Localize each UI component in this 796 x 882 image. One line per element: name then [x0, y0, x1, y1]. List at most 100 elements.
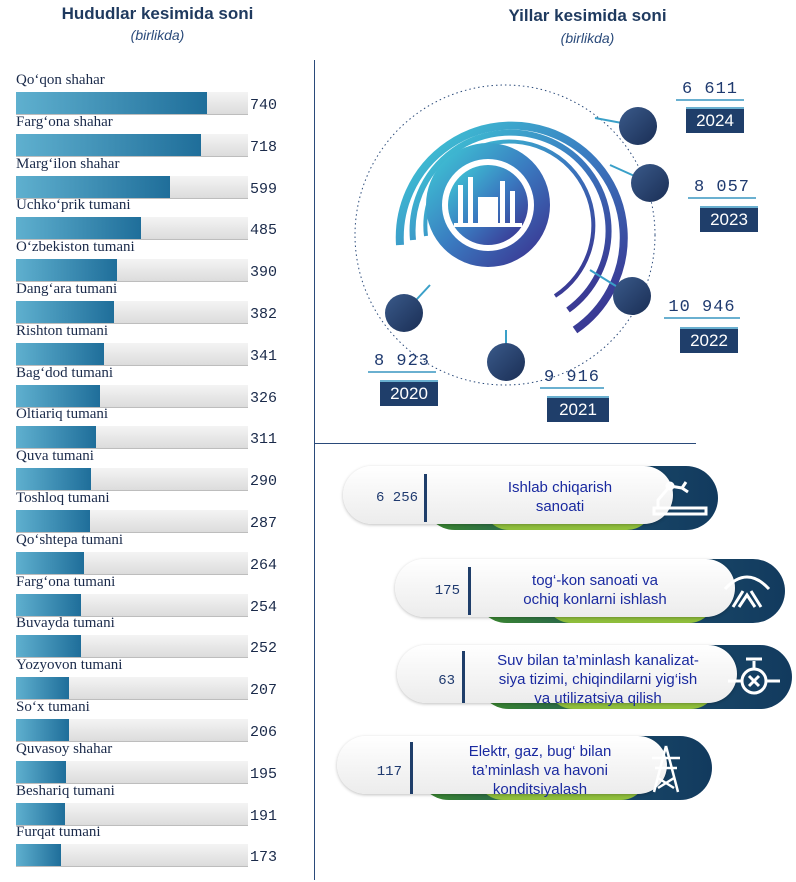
bar-category-label: Toshloq tumani	[16, 490, 110, 506]
bar-value-label: 252	[250, 640, 278, 658]
bar-category-label: Oltiariq tumani	[16, 406, 109, 423]
bar-track	[16, 342, 248, 366]
year-marker-2024	[619, 107, 657, 145]
sector-item: 117 Elektr, gaz, bug‘ bilan ta’minlash va …	[337, 736, 712, 800]
bar	[16, 593, 82, 616]
sector-label-line: Suv bilan ta’minlash kanalizat-	[497, 652, 699, 669]
bar-row: So‘x tumani 206	[0, 699, 300, 742]
year-value-label: 6 611	[676, 80, 744, 101]
water-valve-icon	[726, 653, 782, 706]
bar	[16, 384, 101, 407]
sector-label-line: Ishlab chiqarish	[507, 479, 613, 496]
orbit-circle	[354, 84, 656, 386]
sector-label: tog‘-kon sanoati va ochiq konlarni ishlas…	[470, 571, 720, 609]
bar-category-label: Farg‘ona shahar	[16, 113, 113, 130]
sector-label-line: ta’minlash va havoni	[472, 762, 608, 779]
sector-separator	[468, 567, 471, 615]
bar-row: Buvayda tumani 252	[0, 615, 300, 659]
bar-track	[16, 175, 248, 199]
bar-category-label: Furqat tumani	[16, 824, 101, 841]
bar-row: Quvasoy shahar 195	[0, 740, 300, 784]
bar-category-label: Quvasoy shahar	[16, 740, 113, 757]
bar-row: Farg‘ona shahar 718	[0, 113, 300, 157]
sector-value: 175	[434, 583, 460, 599]
year-label: 2023	[700, 206, 758, 232]
bar	[16, 342, 104, 365]
bar-value-label: 207	[250, 682, 278, 700]
years-chart-title: Yillar kesimida soni	[508, 6, 667, 25]
bar-value-label: 254	[250, 598, 278, 616]
bar-value-label: 290	[250, 473, 278, 491]
bar-row: Oltiariq tumani 311	[0, 406, 300, 450]
sector-item: 6 256 Ishlab chiqarish sanoati	[343, 466, 718, 530]
bar-category-label: Qo‘qon shahar	[16, 72, 105, 88]
bar	[16, 802, 66, 825]
year-label: 2024	[686, 107, 744, 133]
bar-value-label: 264	[250, 556, 278, 574]
bar-category-label: Rishton tumani	[16, 322, 109, 339]
bar-row: Beshariq tumani 191	[0, 783, 300, 826]
bar-category-label: Bag‘dod tumani	[16, 364, 114, 381]
sector-item: 175 tog‘-kon sanoati va ochiq konlarni ish…	[395, 559, 785, 623]
bar-track	[16, 217, 248, 241]
bar-track	[16, 92, 248, 115]
bar-value-label: 382	[250, 306, 278, 323]
bar-track	[16, 760, 248, 784]
bar-track	[16, 133, 248, 157]
sector-pill-card	[343, 466, 673, 524]
bar-track	[16, 844, 248, 868]
bar-category-label: Uchko‘prik tumani	[16, 197, 131, 214]
bar-value-label: 485	[250, 222, 278, 240]
year-label: 2021	[547, 396, 609, 422]
sector-separator	[410, 742, 413, 794]
bar	[16, 677, 70, 700]
bar-row: Yozyovon tumani 207	[0, 657, 300, 701]
bar-track	[16, 301, 248, 324]
year-label: 2022	[680, 327, 738, 353]
sector-label-line: sanoati	[535, 498, 585, 515]
bar	[16, 510, 90, 532]
bar-value-label: 195	[250, 765, 278, 783]
bar	[16, 217, 142, 240]
bar	[16, 719, 70, 741]
bar-category-label: Buvayda tumani	[16, 615, 115, 632]
year-label: 2020	[380, 380, 438, 406]
sector-label: Suv bilan ta’minlash kanalizat-siya tizi…	[460, 651, 736, 708]
regions-chart-title: Hududlar kesimida soni	[61, 4, 254, 23]
year-marker-2022	[613, 277, 651, 315]
bar-track	[16, 259, 248, 283]
bar	[16, 760, 67, 783]
bar	[16, 175, 171, 198]
bar-value-label: 191	[250, 807, 278, 825]
bar	[16, 92, 207, 114]
year-marker-2020	[385, 294, 423, 332]
outer-arc	[395, 121, 628, 334]
sector-label-line: Elektr, gaz, bug‘ bilan	[468, 743, 612, 760]
bar-track	[16, 468, 248, 492]
sector-pill-card	[397, 645, 737, 703]
bar-row: Rishton tumani 341	[0, 322, 300, 366]
middle-arc	[409, 129, 612, 313]
year-marker-2021	[487, 343, 525, 381]
bar-value-label: 173	[250, 849, 278, 867]
years-chart-subtitle: (birlikda)	[560, 30, 615, 46]
bar	[16, 301, 115, 323]
bar	[16, 844, 61, 867]
sector-separator	[424, 474, 427, 522]
bar-category-label: Dang‘ara tumani	[16, 281, 118, 297]
power-tower-icon	[646, 744, 686, 799]
bar-row: Bag‘dod tumani 326	[0, 364, 300, 408]
bar-track	[16, 635, 248, 659]
sector-label-line: konditsiyalash	[492, 781, 588, 798]
bar	[16, 635, 81, 658]
sector-pill-card	[337, 736, 667, 794]
bar-row: Qo‘shtepa tumani 264	[0, 531, 300, 575]
sector-value: 6 256	[375, 490, 418, 506]
sector-label-line: tog‘-kon sanoati va	[532, 572, 658, 589]
sector-label: Ishlab chiqarish sanoati	[430, 478, 690, 516]
bar-category-label: Qo‘shtepa tumani	[16, 531, 124, 548]
bar-track	[16, 426, 248, 450]
sector-value: 117	[376, 764, 402, 780]
bar-row: Qo‘qon shahar 740	[0, 72, 300, 115]
bar-category-label: Marg‘ilon shahar	[16, 155, 120, 172]
